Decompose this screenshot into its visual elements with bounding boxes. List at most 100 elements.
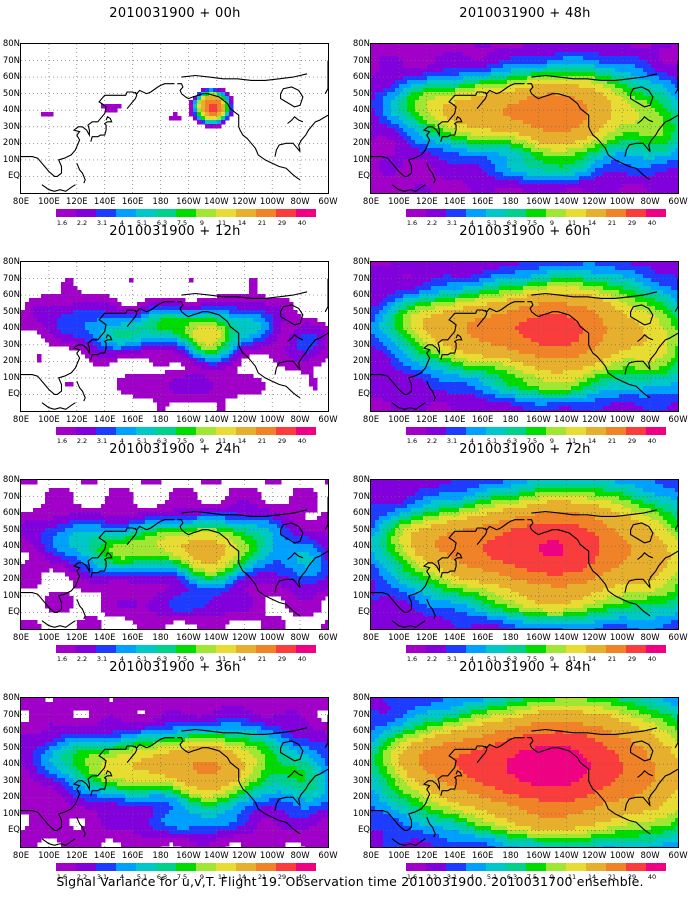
heatmap-cell [157,318,162,323]
heatmap-cell [667,116,672,121]
heatmap-cell [475,100,480,105]
heatmap-cell [535,156,540,161]
heatmap-cell [193,354,198,359]
heatmap-cell [599,152,604,157]
heatmap-cell [387,176,392,181]
heatmap-cell [543,168,548,173]
heatmap-cell [587,176,592,181]
heatmap-cell [423,80,428,85]
heatmap-cell [455,132,460,137]
heatmap-cell [519,48,524,53]
heatmap-cell [439,128,444,133]
heatmap-cell [675,136,678,141]
heatmap-cell [399,168,404,173]
heatmap-cell [535,56,540,61]
heatmap-cell [675,68,678,73]
heatmap-cell [495,112,500,117]
heatmap-cell [153,342,158,347]
heatmap-cell [667,168,672,173]
heatmap-cell [659,140,664,145]
heatmap-cell [671,144,676,149]
heatmap-cell [579,262,584,267]
heatmap-cell [21,322,26,327]
heatmap-cell [293,366,298,371]
heatmap-cell [435,76,440,81]
heatmap-cell [571,188,576,193]
heatmap-cell [547,100,552,105]
heatmap-cell [301,366,306,371]
heatmap-cell [73,302,78,307]
heatmap-cell [383,274,388,279]
heatmap-cell [305,330,310,335]
heatmap-cell [567,64,572,69]
heatmap-cell [539,96,544,101]
heatmap-cell [317,350,322,355]
heatmap-cell [379,132,384,137]
heatmap-cell [651,116,656,121]
heatmap-cell [443,88,448,93]
heatmap-cell [519,112,524,117]
heatmap-cell [655,120,660,125]
heatmap-cell [587,128,592,133]
heatmap-cell [387,68,392,73]
heatmap-cell [639,164,644,169]
heatmap-cell [547,56,552,61]
heatmap-cell [289,334,294,339]
heatmap-cell [639,92,644,97]
heatmap-cell [157,354,162,359]
heatmap-cell [129,338,134,343]
heatmap-cell [463,132,468,137]
heatmap-cell [73,318,78,323]
heatmap-cell [675,152,678,157]
heatmap-cell [41,310,46,315]
heatmap-cell [479,48,484,53]
heatmap-cell [431,80,436,85]
heatmap-cell [285,326,290,331]
heatmap-cell [249,330,254,335]
heatmap-cell [619,76,624,81]
heatmap-cell [169,310,174,315]
heatmap-cell [245,302,250,307]
heatmap-cell [659,108,664,113]
colorbar-label: 40 [647,219,657,227]
heatmap-cell [73,322,78,327]
heatmap-cell [539,160,544,165]
heatmap-cell [387,124,392,129]
heatmap-cell [149,334,154,339]
heatmap-cell [655,124,660,129]
heatmap-cell [375,172,380,177]
heatmap-cell [427,48,432,53]
heatmap-cell [265,334,270,339]
heatmap-cell [451,152,456,157]
heatmap-cell [619,112,624,117]
heatmap-cell [415,262,420,267]
heatmap-cell [479,132,484,137]
heatmap-cell [435,96,440,101]
heatmap-cell [635,192,640,193]
heatmap-cell [205,378,210,383]
heatmap-cell [61,286,66,291]
heatmap-cell [619,52,624,57]
heatmap-cell [173,350,178,355]
heatmap-cell [165,346,170,351]
heatmap-cell [261,342,266,347]
heatmap-cell [579,124,584,129]
heatmap-cell [651,140,656,145]
heatmap-cell [471,64,476,69]
heatmap-cell [595,112,600,117]
heatmap-cell [193,310,198,315]
heatmap-cell [173,374,178,379]
heatmap-cell [527,184,532,189]
heatmap-cell [375,100,380,105]
heatmap-cell [659,72,664,77]
heatmap-cell [555,172,560,177]
heatmap-cell [177,306,182,311]
heatmap-cell [511,192,516,193]
heatmap-cell [647,156,652,161]
heatmap-cell [519,72,524,77]
heatmap-cell [539,88,544,93]
heatmap-cell [411,148,416,153]
heatmap-cell [547,156,552,161]
heatmap-cell [543,68,548,73]
heatmap-cell [663,132,668,137]
